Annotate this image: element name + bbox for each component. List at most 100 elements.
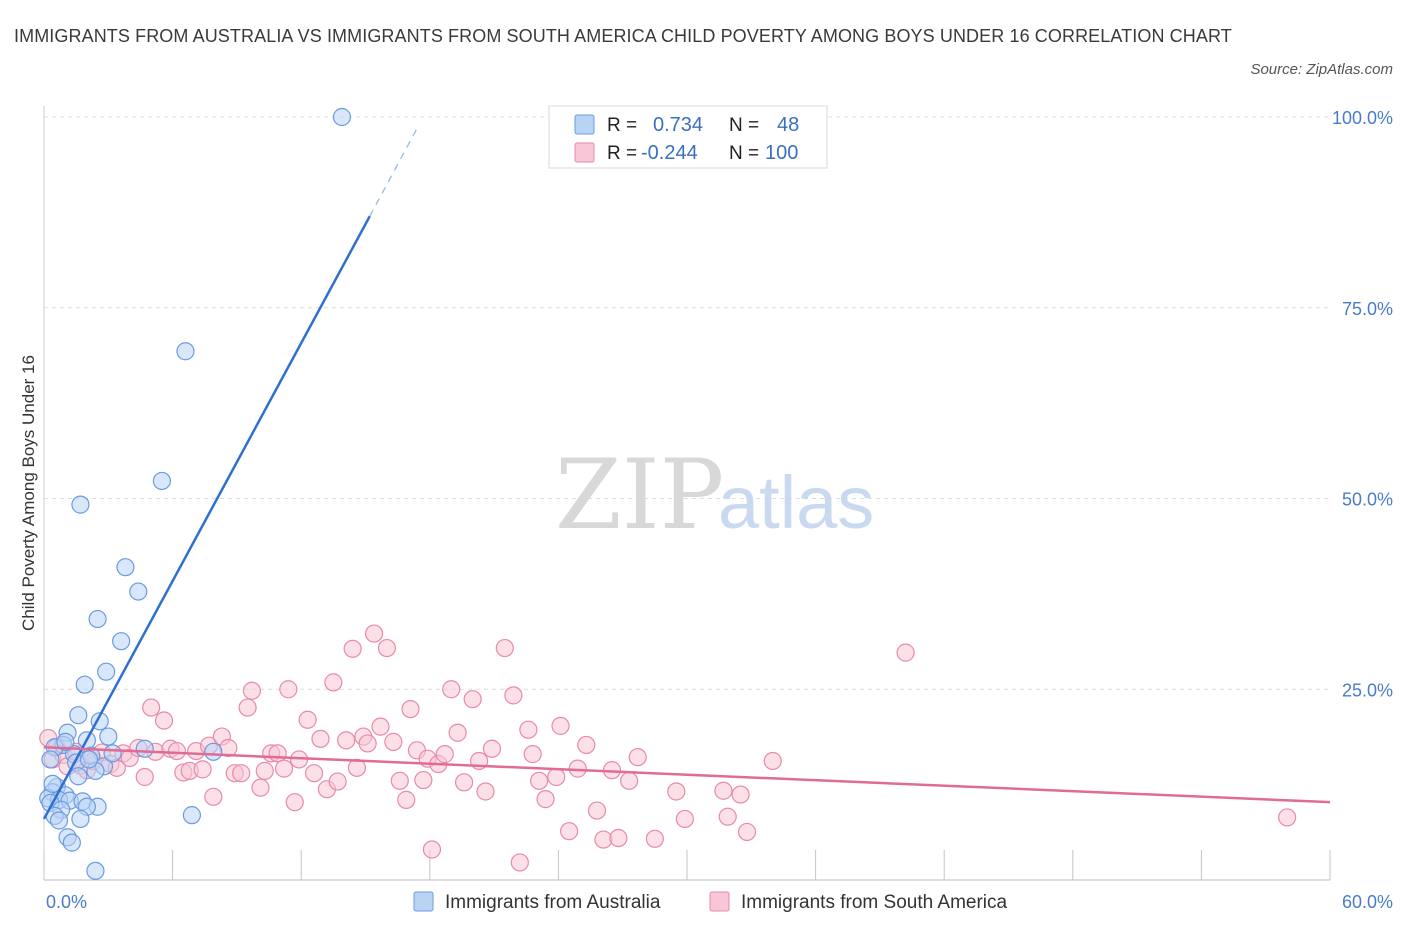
stats-australia-r-label: R = <box>607 115 637 136</box>
south-america-point-41 <box>298 710 317 729</box>
australia-point-3 <box>71 495 90 514</box>
south-america-point-54 <box>377 638 397 658</box>
australia-point-8 <box>97 662 116 681</box>
australia-point-7 <box>112 632 131 651</box>
south-america-point-39 <box>285 793 304 812</box>
south-america-point-24 <box>193 760 212 779</box>
south-america-point-52 <box>364 624 384 643</box>
australia-trend-line <box>42 215 371 820</box>
south-america-point-74 <box>510 853 529 872</box>
south-america-point-38 <box>279 680 298 699</box>
australia-point-41 <box>62 833 81 852</box>
stats-australia-r-value: 0.734 <box>653 114 703 136</box>
south-america-point-37 <box>274 759 294 778</box>
south-america-point-81 <box>560 822 579 841</box>
australia-point-22 <box>41 750 60 769</box>
x-tick-label-max: 60.0% <box>1342 892 1393 912</box>
south-america-point-67 <box>454 773 474 792</box>
y-tick-label-100: 100.0% <box>1332 108 1393 128</box>
y-axis-label: Child Poverty Among Boys Under 16 <box>19 355 38 631</box>
y-tick-label-50: 50.0% <box>1342 490 1393 510</box>
australia-trend-extension <box>369 124 420 217</box>
south-america-point-90 <box>645 829 664 848</box>
south-america-trend-line <box>43 745 1331 804</box>
south-america-point-16 <box>142 698 161 717</box>
south-america-point-80 <box>551 716 570 735</box>
south-america-point-56 <box>390 771 409 790</box>
south-america-point-55 <box>384 732 403 751</box>
australia-point-2 <box>152 471 171 491</box>
watermark-zip: ZIP <box>555 439 724 551</box>
legend-south-america-swatch <box>709 891 730 912</box>
south-america-point-49 <box>347 758 367 777</box>
australia-point-20 <box>204 742 223 761</box>
south-america-point-92 <box>675 809 694 829</box>
south-america-point-32 <box>242 681 262 700</box>
south-america-point-87 <box>609 828 628 848</box>
south-america-point-70 <box>476 782 495 801</box>
australia-point-39 <box>49 811 69 830</box>
australia-point-10 <box>69 706 88 725</box>
australia-point-45 <box>43 774 62 793</box>
south-america-point-83 <box>577 735 596 755</box>
australia-point-46 <box>56 732 75 751</box>
south-america-point-65 <box>442 680 461 699</box>
south-america-point-94 <box>718 807 737 826</box>
stats-south-america-n-label: N = <box>729 143 759 164</box>
australia-point-5 <box>129 582 148 601</box>
south-america-point-64 <box>435 745 454 764</box>
south-america-point-89 <box>628 748 647 767</box>
south-america-point-72 <box>495 638 514 658</box>
legend: Immigrants from Australia Immigrants fro… <box>413 891 1008 913</box>
south-america-point-26 <box>204 787 223 806</box>
south-america-point-51 <box>358 734 377 753</box>
south-america-point-79 <box>547 767 566 787</box>
south-america-point-47 <box>337 731 356 750</box>
australia-point-0 <box>332 107 352 127</box>
south-america-point-71 <box>482 739 502 758</box>
south-america-point-78 <box>536 790 555 809</box>
south-america-point-48 <box>343 639 362 658</box>
australia-points <box>39 107 352 880</box>
chart-title: IMMIGRANTS FROM AUSTRALIA VS IMMIGRANTS … <box>14 26 1232 46</box>
australia-point-16 <box>135 739 154 758</box>
australia-point-13 <box>99 727 118 746</box>
stats-south-america-r-label: R = <box>607 143 637 164</box>
trend-lines <box>42 124 1331 820</box>
australia-point-37 <box>71 809 90 829</box>
south-america-point-99 <box>1278 808 1297 827</box>
stats-south-america-swatch <box>574 142 595 163</box>
stats-south-america-r-value: -0.244 <box>641 142 698 164</box>
south-america-point-85 <box>594 830 613 849</box>
y-tick-label-75: 75.0% <box>1342 299 1393 319</box>
south-america-points <box>39 624 1297 872</box>
australia-point-9 <box>75 675 94 694</box>
south-america-point-75 <box>519 720 538 739</box>
south-america-point-98 <box>896 643 915 662</box>
australia-point-1 <box>176 342 195 361</box>
south-america-point-31 <box>238 698 257 717</box>
y-tick-label-25: 25.0% <box>1342 680 1393 700</box>
grid-layer: 25.0% 50.0% 75.0% 100.0% <box>44 108 1393 700</box>
south-america-point-76 <box>523 745 542 764</box>
australia-point-47 <box>79 750 99 769</box>
south-america-point-15 <box>135 767 154 787</box>
australia-point-6 <box>88 609 107 629</box>
south-america-point-36 <box>268 744 287 763</box>
stats-australia-swatch <box>574 114 595 135</box>
stats-south-america-n-value: 100 <box>765 142 798 164</box>
legend-south-america-label: Immigrants from South America <box>741 892 1008 913</box>
legend-australia-swatch <box>413 891 434 912</box>
south-america-point-68 <box>463 690 482 709</box>
stats-box-frame <box>548 105 828 169</box>
watermark-atlas: atlas <box>718 461 874 544</box>
x-tick-label-min: 0.0% <box>46 892 87 912</box>
legend-australia-label: Immigrants from Australia <box>445 892 661 913</box>
australia-point-4 <box>116 558 135 577</box>
south-america-point-53 <box>371 717 390 736</box>
south-america-point-58 <box>401 699 420 719</box>
south-america-point-97 <box>763 751 782 771</box>
south-america-point-42 <box>304 764 324 783</box>
south-america-point-88 <box>620 771 639 790</box>
